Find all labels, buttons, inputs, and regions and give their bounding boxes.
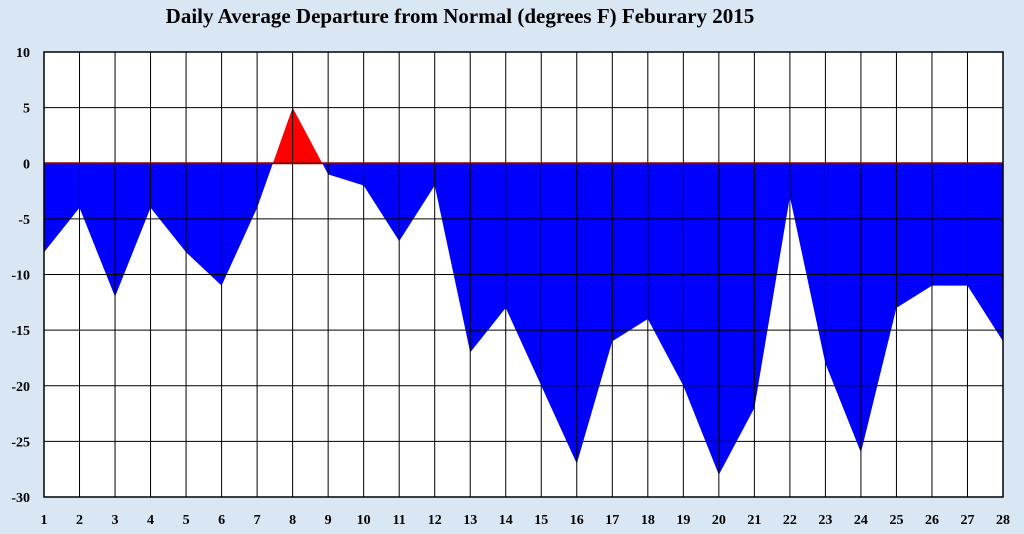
x-tick-label: 3	[112, 513, 119, 528]
x-tick-label: 6	[218, 513, 225, 528]
x-tick-label: 23	[818, 513, 832, 528]
y-tick-label: -30	[11, 491, 30, 506]
negative-area	[44, 163, 273, 297]
x-tick-label: 20	[712, 513, 726, 528]
x-tick-label: 27	[960, 513, 974, 528]
chart-title: Daily Average Departure from Normal (deg…	[165, 4, 755, 28]
negative-area	[322, 163, 1003, 475]
x-tick-label: 14	[499, 513, 513, 528]
positive-area	[272, 107, 323, 164]
x-tick-label: 15	[534, 513, 548, 528]
y-tick-label: -10	[11, 269, 30, 284]
x-tick-label: 2	[76, 513, 83, 528]
y-tick-label: 0	[23, 157, 30, 172]
x-tick-label: 4	[147, 513, 154, 528]
x-tick-label: 8	[289, 513, 296, 528]
x-tick-label: 17	[605, 513, 619, 528]
x-tick-label: 13	[463, 513, 477, 528]
x-tick-label: 5	[183, 513, 190, 528]
y-tick-label: -15	[11, 324, 30, 339]
x-tick-label: 25	[889, 513, 903, 528]
y-tick-label: 10	[16, 46, 30, 61]
x-tick-label: 22	[783, 513, 797, 528]
x-tick-label: 16	[570, 513, 584, 528]
x-tick-label: 1	[41, 513, 48, 528]
x-tick-label: 18	[641, 513, 655, 528]
y-tick-label: -25	[11, 435, 30, 450]
x-tick-label: 9	[325, 513, 332, 528]
x-tick-label: 12	[428, 513, 442, 528]
y-tick-label: -5	[18, 213, 30, 228]
y-tick-label: -20	[11, 380, 30, 395]
y-tick-label: 5	[23, 102, 30, 117]
x-tick-label: 24	[854, 513, 868, 528]
x-tick-label: 11	[393, 513, 406, 528]
x-tick-label: 10	[357, 513, 371, 528]
plot-border	[43, 51, 1004, 498]
x-tick-label: 28	[996, 513, 1010, 528]
x-tick-label: 21	[747, 513, 761, 528]
x-tick-label: 19	[676, 513, 690, 528]
x-tick-label: 26	[925, 513, 939, 528]
x-tick-label: 7	[254, 513, 261, 528]
